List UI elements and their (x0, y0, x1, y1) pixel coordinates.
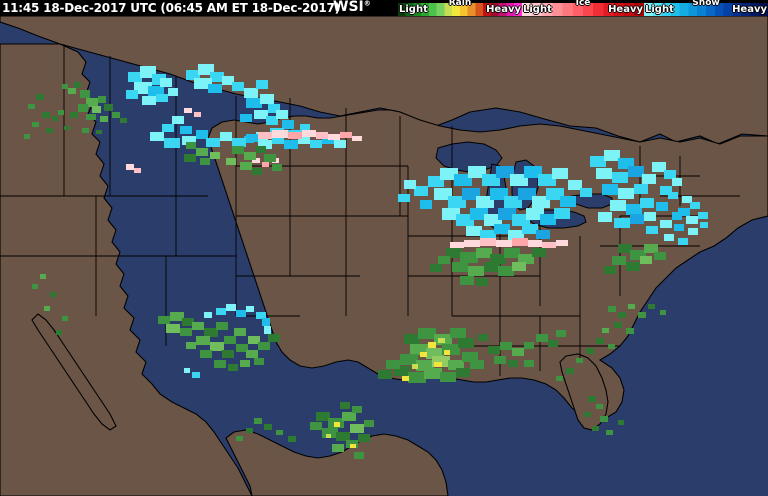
mexico-landmass (225, 429, 449, 496)
landmass-layer (0, 16, 768, 496)
echo-group-southwest-rain (158, 312, 280, 371)
timestamp-label: 11:45 18-Dec-2017 UTC (06:45 AM ET 18-De… (2, 1, 340, 15)
legend-gradient-snow (644, 3, 768, 16)
echo-group-south-texas-rain (310, 402, 374, 459)
legend-gradient-rain (398, 3, 522, 16)
baja-peninsula (31, 313, 117, 431)
wsi-logo-text: WSI (333, 0, 364, 15)
echo-group-great-lakes-snow (398, 166, 592, 240)
legend-light-label-rain: Light (399, 4, 428, 15)
echo-group-gulf-coast-rain (378, 328, 484, 383)
wsi-logo: WSI® (333, 0, 371, 16)
legend-title-ice: Ice (575, 0, 591, 8)
precipitation-legend: Light Heavy Rain Light Heavy Ice Light Heavy Sno… (398, 0, 768, 16)
echo-group-pacific-northwest-rain (52, 82, 127, 134)
legend-gradient-ice (522, 3, 644, 16)
radar-echo-layer (24, 64, 708, 459)
legend-group-snow: Light Heavy Snow (644, 0, 768, 16)
echo-group-dakota-ice (258, 130, 362, 141)
legend-title-rain: Rain (448, 0, 472, 8)
echo-group-offshore-snow (664, 192, 708, 245)
legend-heavy-label-snow: Heavy (732, 4, 767, 15)
echo-group-mid-atlantic-rain (604, 244, 666, 274)
echo-group-rockies-rain (184, 142, 282, 175)
radar-map-canvas[interactable] (0, 16, 768, 496)
echo-group-northeast-snow (590, 150, 682, 234)
echo-group-southeast-rain (478, 330, 566, 367)
map-vector-layer (0, 16, 768, 496)
header-bar: 11:45 18-Dec-2017 UTC (06:45 AM ET 18-De… (0, 0, 768, 16)
echo-group-southwest-snow (184, 304, 271, 378)
echo-group-atlantic-offshore-rain (556, 304, 666, 381)
legend-light-label-ice: Light (523, 4, 552, 15)
western-us-landmass (0, 43, 253, 496)
echo-group-pacific-offshore-rain (24, 94, 68, 335)
echo-group-florida-rain (584, 396, 624, 435)
legend-group-rain: Light Heavy Rain (398, 0, 522, 16)
legend-group-ice: Light Heavy Ice (522, 0, 644, 16)
registered-mark-icon: ® (363, 0, 371, 8)
echo-group-ohio-valley-rain (430, 248, 546, 286)
legend-heavy-label-rain: Heavy (486, 4, 521, 15)
legend-heavy-label-ice: Heavy (608, 4, 643, 15)
echo-group-gulf-offshore-rain (236, 418, 296, 442)
mexico-landmass-layer (31, 313, 449, 496)
echo-group-great-lakes-ice (450, 238, 568, 248)
legend-title-snow: Snow (692, 0, 720, 8)
legend-light-label-snow: Light (645, 4, 674, 15)
